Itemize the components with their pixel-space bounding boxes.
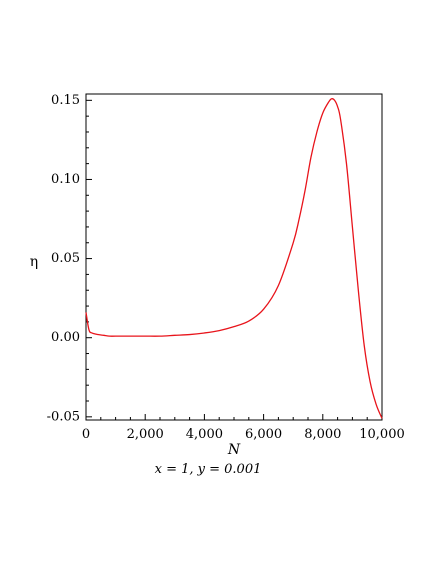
y-tick-label: 0.15: [51, 93, 80, 108]
y-tick-label: 0.05: [51, 251, 80, 266]
chart-caption: x = 1, y = 0.001: [155, 462, 262, 477]
x-tick-label: 2,000: [127, 427, 164, 442]
x-tick-label: 10,000: [359, 427, 405, 442]
x-tick-label: 6,000: [245, 427, 282, 442]
x-tick-label: 4,000: [186, 427, 223, 442]
x-axis-label: N: [227, 442, 241, 458]
y-tick-label: 0.00: [51, 330, 80, 345]
y-tick-label: -0.05: [47, 409, 80, 424]
x-axis-ticks: 0 2,000 4,000 6,000 8,000 10,000: [82, 414, 405, 442]
x-tick-label: 8,000: [304, 427, 341, 442]
y-axis-label: η: [30, 254, 38, 270]
y-tick-label: 0.10: [51, 172, 80, 187]
data-series-line: [85, 98, 383, 419]
plot-frame: [85, 93, 383, 421]
x-tick-label: 0: [82, 427, 90, 442]
y-axis-ticks: -0.05 0.00 0.05 0.10 0.15: [47, 93, 92, 424]
